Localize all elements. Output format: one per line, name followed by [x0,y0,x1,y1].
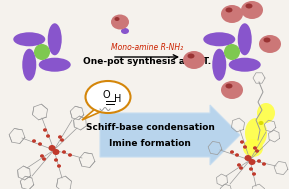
Ellipse shape [243,145,247,149]
Ellipse shape [252,172,256,176]
Ellipse shape [203,32,235,46]
Text: Imine formation: Imine formation [109,139,191,147]
Ellipse shape [238,23,252,55]
Ellipse shape [34,44,50,60]
Ellipse shape [224,44,240,60]
Ellipse shape [240,140,244,144]
Ellipse shape [262,162,266,166]
Ellipse shape [32,139,36,143]
Ellipse shape [54,158,58,162]
Polygon shape [82,109,100,120]
Ellipse shape [43,128,47,132]
Ellipse shape [225,84,232,88]
Ellipse shape [62,150,66,154]
Text: Mono-amine R-NH₂: Mono-amine R-NH₂ [111,43,183,51]
Ellipse shape [229,58,261,72]
Text: Schiff-base condensation: Schiff-base condensation [86,122,214,132]
Ellipse shape [241,1,263,19]
Ellipse shape [237,163,241,167]
Ellipse shape [257,159,261,163]
Ellipse shape [212,49,226,81]
Ellipse shape [86,81,131,113]
Ellipse shape [49,145,55,151]
Ellipse shape [46,134,50,138]
Ellipse shape [221,5,243,23]
Ellipse shape [239,166,243,170]
Ellipse shape [245,4,253,9]
Ellipse shape [58,135,62,139]
Ellipse shape [68,153,72,157]
Ellipse shape [53,149,60,155]
Ellipse shape [39,58,71,72]
Ellipse shape [259,35,281,53]
Ellipse shape [264,37,271,43]
Ellipse shape [230,150,234,154]
Ellipse shape [57,164,61,168]
Ellipse shape [244,155,251,161]
Ellipse shape [249,159,255,165]
Text: One-pot synthesis at R.T.: One-pot synthesis at R.T. [83,57,211,67]
Ellipse shape [253,146,257,150]
Ellipse shape [258,121,264,125]
Polygon shape [100,105,240,165]
Text: H: H [114,94,122,104]
Text: O: O [102,90,110,100]
Ellipse shape [121,28,129,34]
Ellipse shape [13,32,45,46]
Ellipse shape [243,139,263,157]
Ellipse shape [38,142,42,146]
Ellipse shape [188,53,194,59]
Ellipse shape [114,17,119,21]
Ellipse shape [42,157,46,161]
Ellipse shape [249,167,253,171]
Ellipse shape [48,23,62,55]
Ellipse shape [255,149,259,153]
Ellipse shape [111,15,129,29]
Ellipse shape [257,103,275,123]
Ellipse shape [40,154,44,158]
Ellipse shape [235,153,239,157]
Ellipse shape [225,8,232,12]
Ellipse shape [221,81,243,99]
Ellipse shape [22,49,36,81]
Ellipse shape [183,51,205,69]
Ellipse shape [60,138,64,142]
Ellipse shape [245,118,267,148]
